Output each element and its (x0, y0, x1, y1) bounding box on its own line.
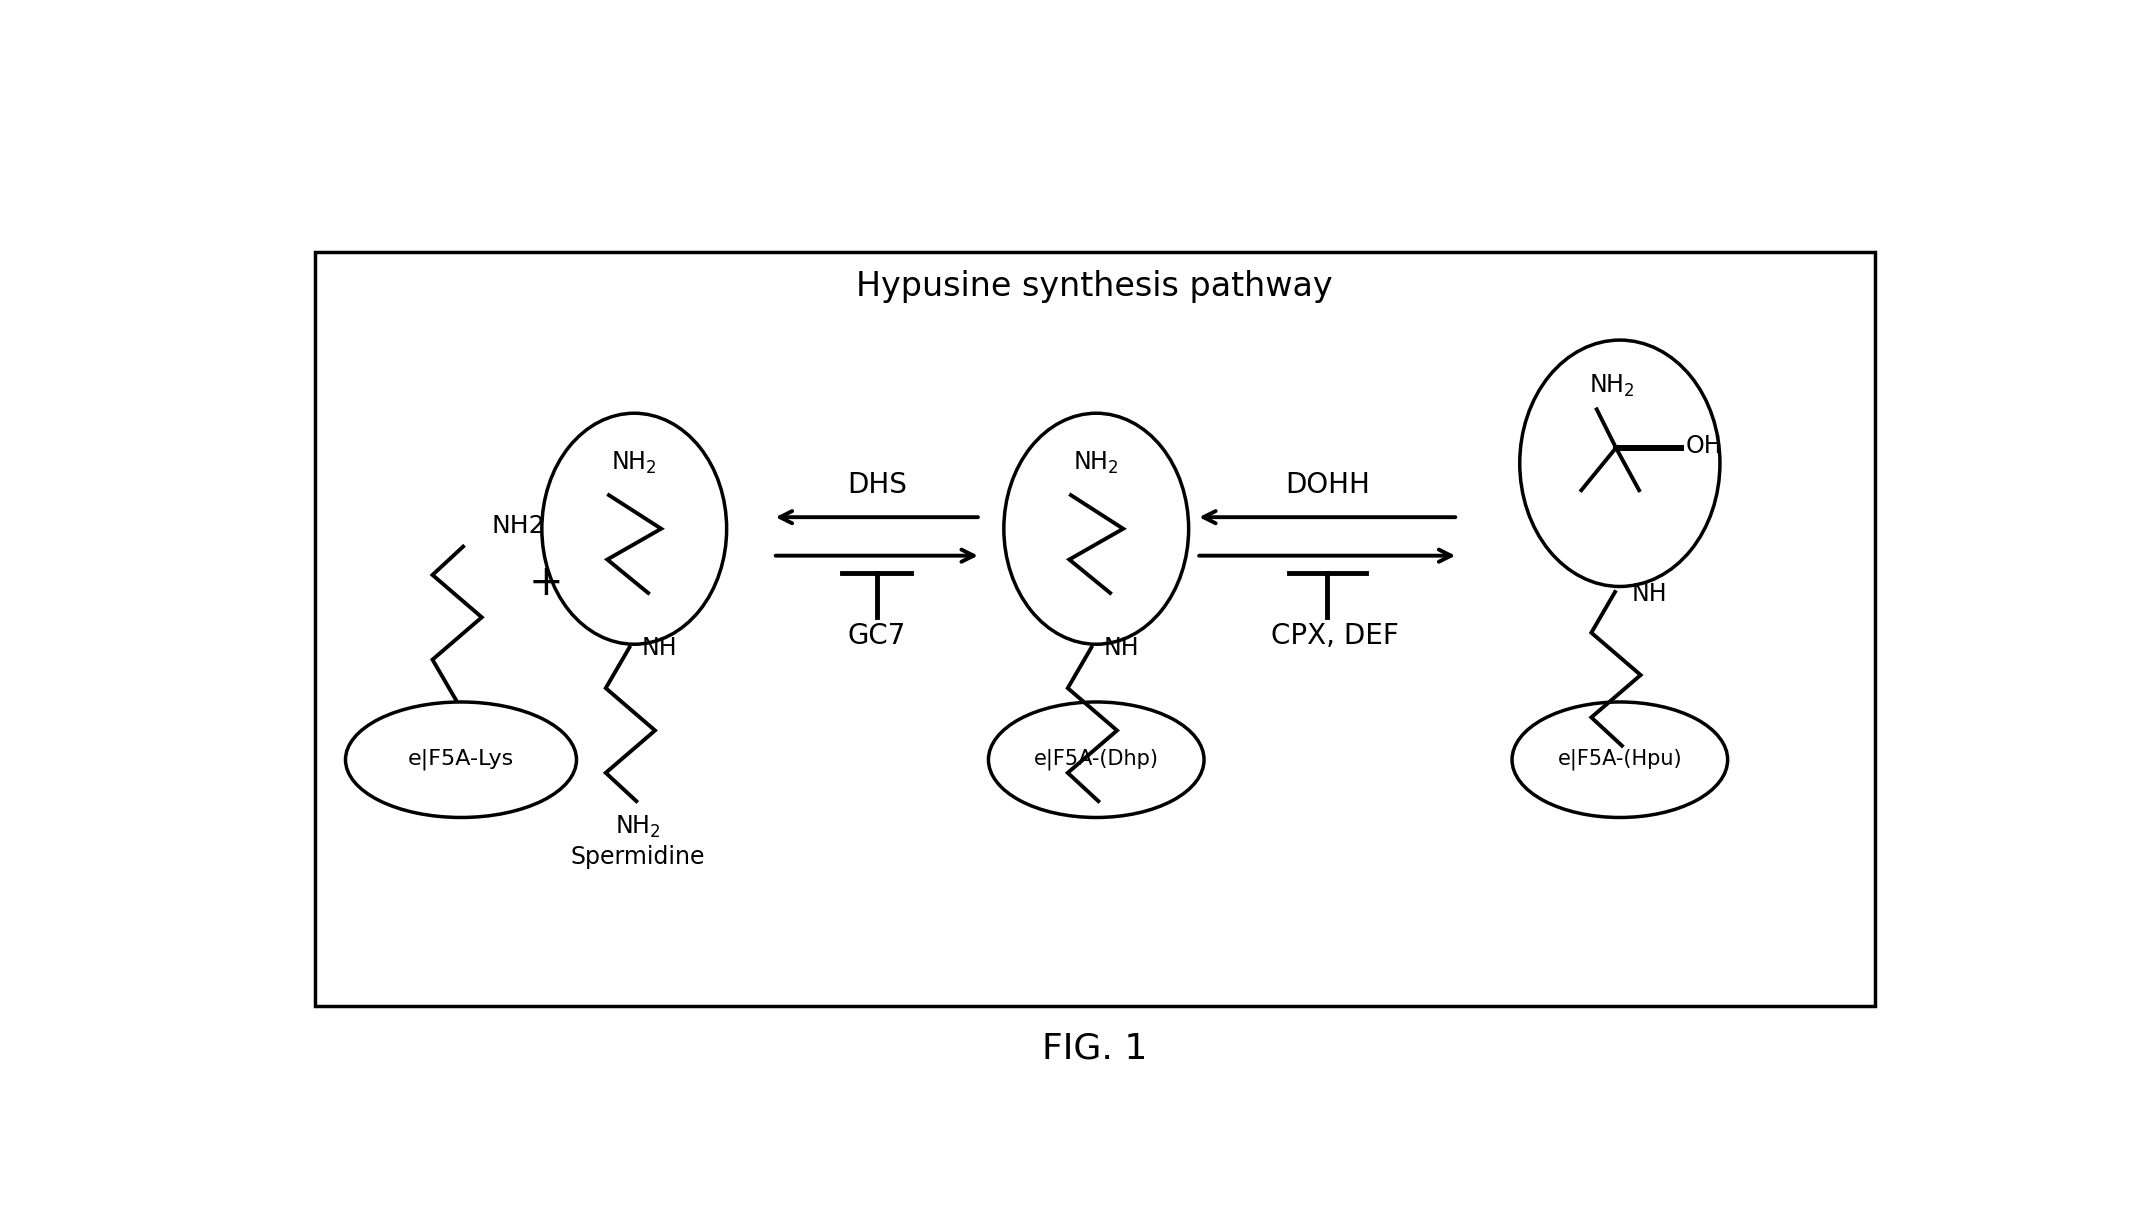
Text: OH: OH (1685, 434, 1722, 459)
Text: Hypusine synthesis pathway: Hypusine synthesis pathway (857, 270, 1333, 303)
Text: Spermidine: Spermidine (570, 845, 705, 869)
Text: NH: NH (643, 636, 677, 660)
Text: NH: NH (1632, 582, 1666, 606)
Text: DOHH: DOHH (1284, 471, 1369, 499)
Bar (314, 252, 1875, 1006)
Ellipse shape (1004, 414, 1188, 644)
Text: e|F5A-(Hpu): e|F5A-(Hpu) (1557, 748, 1683, 770)
Ellipse shape (1512, 702, 1728, 818)
Text: NH$_2$: NH$_2$ (615, 814, 660, 840)
Text: +: + (528, 561, 564, 604)
Text: NH$_2$: NH$_2$ (1074, 450, 1119, 476)
Text: NH2: NH2 (491, 514, 545, 538)
Text: FIG. 1: FIG. 1 (1042, 1032, 1147, 1065)
Text: NH: NH (1104, 636, 1141, 660)
Ellipse shape (346, 702, 577, 818)
Ellipse shape (1519, 340, 1719, 587)
Text: e|F5A-Lys: e|F5A-Lys (408, 748, 515, 770)
Text: e|F5A-(Dhp): e|F5A-(Dhp) (1034, 748, 1158, 770)
Text: NH$_2$: NH$_2$ (611, 450, 658, 476)
Ellipse shape (989, 702, 1205, 818)
Text: CPX, DEF: CPX, DEF (1271, 622, 1399, 650)
Text: DHS: DHS (846, 471, 906, 499)
Text: NH$_2$: NH$_2$ (1589, 374, 1634, 399)
Ellipse shape (543, 414, 726, 644)
Text: GC7: GC7 (848, 622, 906, 650)
